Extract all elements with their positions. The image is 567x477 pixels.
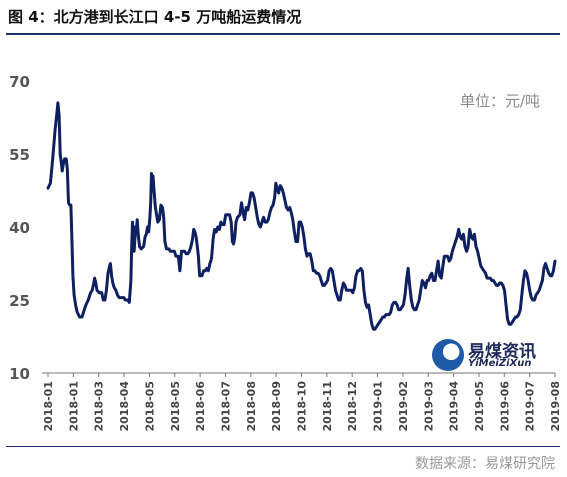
x-tick-label: 2018-07 xyxy=(219,381,232,432)
x-axis xyxy=(42,372,556,377)
y-tick-label: 40 xyxy=(9,219,30,237)
x-tick-label: 2018-09 xyxy=(270,381,283,432)
logo-icon xyxy=(432,339,464,371)
y-tick-label: 25 xyxy=(9,292,30,310)
x-tick-label: 2019-04 xyxy=(448,381,461,432)
x-tick-label: 2018-11 xyxy=(321,381,334,432)
logo-text: 易煤资讯 xyxy=(468,342,536,362)
y-tick-label: 70 xyxy=(9,73,30,91)
x-tick-label: 2018-12 xyxy=(346,381,359,432)
x-tick-label: 2019-01 xyxy=(372,381,385,432)
x-tick-label: 2019-03 xyxy=(422,381,435,432)
y-tick-label: 55 xyxy=(9,146,30,164)
x-tick-label: 2019-08 xyxy=(549,381,562,432)
series-line xyxy=(46,101,557,331)
x-tick-label: 2018-10 xyxy=(296,381,309,432)
x-tick-label: 2019-06 xyxy=(498,381,511,432)
series-layer xyxy=(46,101,557,331)
y-tick-label: 10 xyxy=(9,365,30,383)
x-tick-label: 2018-08 xyxy=(245,381,258,432)
chart-title: 图 4：北方港到长江口 4-5 万吨船运费情况 xyxy=(8,8,302,26)
y-axis-labels: 10 25 40 55 70 xyxy=(9,73,30,383)
x-tick-label: 2018-04 xyxy=(118,381,131,432)
logo: 易煤资讯 YiMeiZiXun xyxy=(432,337,552,373)
title-divider xyxy=(6,33,560,35)
x-tick-label: 2018-01 xyxy=(42,381,55,432)
x-tick-label: 2019-07 xyxy=(524,381,537,432)
x-tick-label: 2018-01 xyxy=(67,381,80,432)
unit-label: 单位：元/吨 xyxy=(460,92,540,110)
x-tick-label: 2018-05 xyxy=(169,381,182,432)
x-tick-labels: 2018-01 2018-01 2018-03 2018-04 2018-05 2018-… xyxy=(42,381,562,432)
data-source: 数据来源：易煤研究院 xyxy=(415,456,555,472)
logo-subtitle: YiMeiZiXun xyxy=(468,358,532,369)
x-tick-label: 2018-05 xyxy=(143,381,156,432)
x-tick-label: 2018-06 xyxy=(194,381,207,432)
footer-divider xyxy=(6,446,560,447)
x-tick-label: 2019-05 xyxy=(473,381,486,432)
x-tick-label: 2018-03 xyxy=(93,381,106,432)
x-tick-label: 2019-02 xyxy=(397,381,410,432)
